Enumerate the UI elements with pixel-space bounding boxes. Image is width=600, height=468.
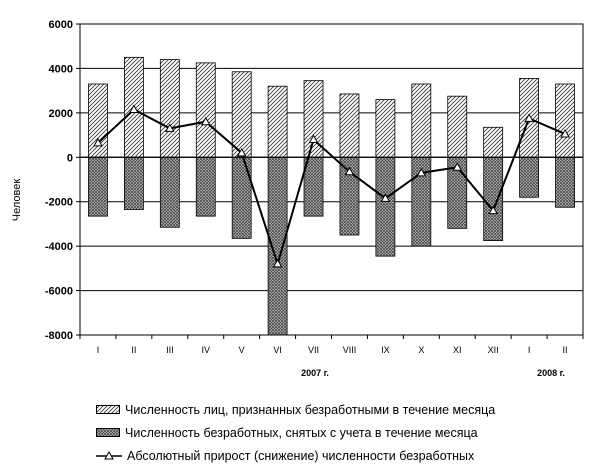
bar-recognized [159, 59, 180, 158]
net-change-point [93, 137, 103, 147]
legend: Численность лиц, признанных безработными… [96, 398, 495, 467]
net-change-point [200, 116, 211, 126]
bar-removed [88, 156, 108, 217]
x-tick-labels: I II III IV V VI VII VIII IX X XI XII I II [97, 345, 568, 355]
gridlines [76, 23, 583, 336]
net-change-point [488, 205, 499, 215]
net-change-line [93, 104, 570, 268]
x-tick-label: IX [381, 345, 390, 355]
x-tick-label: I [528, 345, 531, 355]
bar-recognized [267, 85, 288, 158]
x-tick-label: VI [273, 345, 282, 355]
net-change-point [236, 147, 247, 157]
x-tick-label: XI [453, 345, 462, 355]
y-tick-label: 4000 [49, 63, 73, 75]
bar-recognized [447, 95, 468, 158]
x-tick-label: X [418, 345, 424, 355]
net-change-point [272, 258, 283, 268]
legend-item-removed: Численность безработных, снятых с учета … [96, 421, 495, 444]
legend-item-net-change: Абсолютный прирост (снижение) численност… [96, 444, 495, 467]
bars-recognized [88, 56, 575, 158]
y-axis-label: Человек [11, 179, 23, 222]
x-tick-label: XII [488, 345, 499, 355]
y-tick-label: 0 [67, 152, 73, 164]
bar-removed [123, 156, 144, 210]
x-tick-label: IV [201, 345, 210, 355]
bar-removed [375, 156, 396, 257]
x-tick-label: V [239, 345, 245, 355]
x-tick-label: VIII [343, 345, 357, 355]
year-label-2007: 2007 г. [301, 368, 329, 378]
x-tick-label: VII [308, 345, 319, 355]
bar-removed [555, 156, 575, 208]
y-tick-label: 2000 [49, 108, 73, 120]
legend-label-net-change: Абсолютный прирост (снижение) численност… [127, 448, 475, 463]
legend-item-recognized: Численность лиц, признанных безработными… [96, 398, 495, 421]
net-change-point [380, 193, 391, 202]
net-change-point [344, 166, 355, 176]
bar-removed [159, 156, 180, 228]
bars-removed [88, 156, 575, 336]
y-tick-label: -2000 [45, 197, 73, 209]
legend-label-removed: Численность безработных, снятых с учета … [125, 425, 478, 440]
legend-label-recognized: Численность лиц, признанных безработными… [125, 402, 496, 417]
net-change-point [129, 104, 139, 114]
x-tick-label: I [97, 345, 100, 355]
triangle-line-swatch-icon [96, 450, 122, 459]
bar-recognized [375, 99, 396, 158]
net-change-point [164, 123, 175, 132]
bar-recognized [411, 83, 432, 158]
year-label-2008: 2008 г. [537, 368, 565, 378]
crosshatch-swatch-icon [96, 428, 120, 437]
hatch-swatch-icon [96, 405, 120, 414]
net-change-point [452, 162, 463, 171]
bar-recognized [339, 93, 360, 158]
net-change-point [308, 134, 319, 144]
net-change-polyline [97, 108, 566, 268]
y-tick-label: -8000 [45, 330, 73, 342]
bar-removed [519, 156, 540, 198]
bar-removed [483, 156, 504, 241]
y-tick-label: 6000 [49, 19, 73, 31]
plot-frame [79, 23, 584, 336]
bar-removed [231, 156, 252, 239]
net-change-point [560, 128, 570, 138]
y-tick-labels: 6000 4000 2000 0 -2000 -4000 -6000 -8000 [45, 19, 73, 342]
axes [79, 23, 584, 339]
bar-recognized [231, 71, 252, 158]
x-tick-label: III [166, 345, 174, 355]
bar-recognized [195, 62, 216, 158]
x-tick-label: II [131, 345, 136, 355]
y-tick-label: -6000 [45, 286, 73, 298]
net-change-point [416, 167, 427, 177]
net-change-point [524, 113, 534, 122]
y-tick-label: -4000 [45, 241, 73, 253]
bar-removed [195, 156, 216, 217]
x-tick-label: II [563, 345, 568, 355]
bar-recognized [555, 83, 575, 158]
bar-recognized [483, 126, 504, 158]
